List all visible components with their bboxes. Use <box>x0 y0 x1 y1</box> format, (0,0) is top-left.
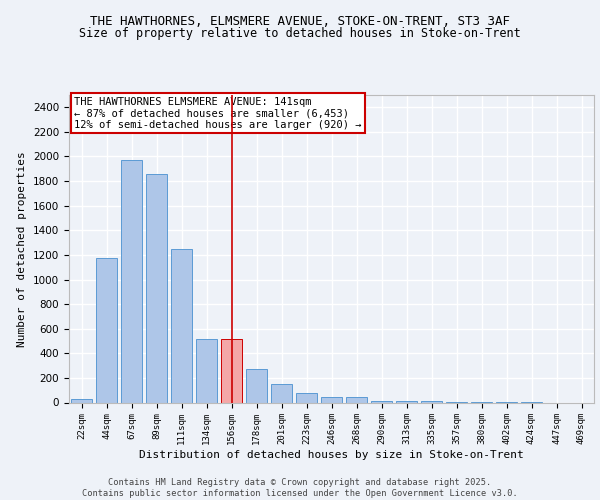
Text: THE HAWTHORNES ELMSMERE AVENUE: 141sqm
← 87% of detached houses are smaller (6,4: THE HAWTHORNES ELMSMERE AVENUE: 141sqm ←… <box>74 96 362 130</box>
Bar <box>371 400 392 402</box>
Bar <box>346 397 367 402</box>
Bar <box>196 338 217 402</box>
Bar <box>221 338 242 402</box>
Bar <box>296 392 317 402</box>
Bar <box>146 174 167 402</box>
Bar <box>171 250 192 402</box>
Text: THE HAWTHORNES, ELMSMERE AVENUE, STOKE-ON-TRENT, ST3 3AF: THE HAWTHORNES, ELMSMERE AVENUE, STOKE-O… <box>90 15 510 28</box>
Y-axis label: Number of detached properties: Number of detached properties <box>17 151 28 346</box>
Bar <box>246 368 267 402</box>
X-axis label: Distribution of detached houses by size in Stoke-on-Trent: Distribution of detached houses by size … <box>139 450 524 460</box>
Bar <box>71 400 92 402</box>
Bar <box>321 397 342 402</box>
Bar <box>96 258 117 402</box>
Bar <box>271 384 292 402</box>
Bar <box>121 160 142 402</box>
Text: Size of property relative to detached houses in Stoke-on-Trent: Size of property relative to detached ho… <box>79 28 521 40</box>
Text: Contains HM Land Registry data © Crown copyright and database right 2025.
Contai: Contains HM Land Registry data © Crown c… <box>82 478 518 498</box>
